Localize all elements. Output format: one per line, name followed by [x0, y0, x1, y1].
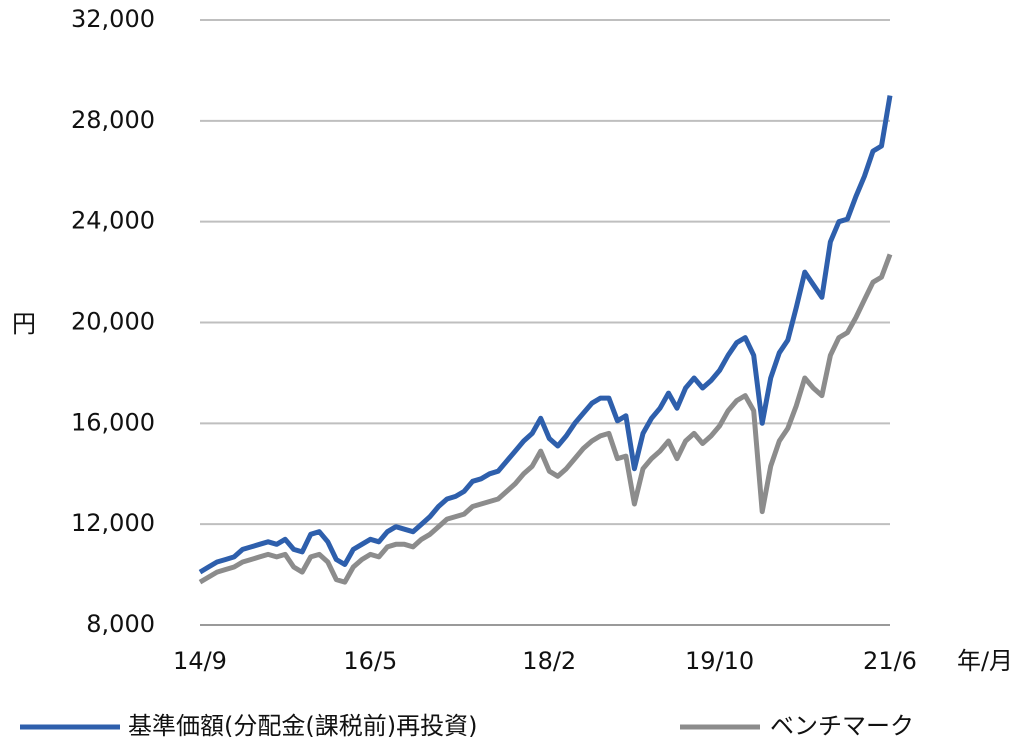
- x-axis-label: 年/月: [957, 647, 1013, 675]
- x-tick-label: 16/5: [343, 647, 397, 675]
- data-line: [198, 253, 893, 585]
- legend-label: 基準価額(分配金(課税前)再投資): [128, 712, 477, 740]
- x-tick-label: 21/6: [863, 647, 917, 675]
- x-tick-label: 18/2: [522, 647, 576, 675]
- x-tick-label: 19/10: [685, 647, 754, 675]
- y-axis-label: 円: [12, 310, 36, 338]
- y-tick-label: 16,000: [71, 408, 155, 436]
- y-tick-label: 8,000: [86, 610, 155, 638]
- legend-label: ベンチマーク: [770, 712, 914, 740]
- data-line: [198, 95, 893, 575]
- y-tick-label: 32,000: [71, 5, 155, 33]
- x-tick-label: 14/9: [173, 647, 227, 675]
- y-tick-label: 20,000: [71, 308, 155, 336]
- y-tick-label: 24,000: [71, 207, 155, 235]
- y-tick-label: 28,000: [71, 106, 155, 134]
- y-tick-label: 12,000: [71, 509, 155, 537]
